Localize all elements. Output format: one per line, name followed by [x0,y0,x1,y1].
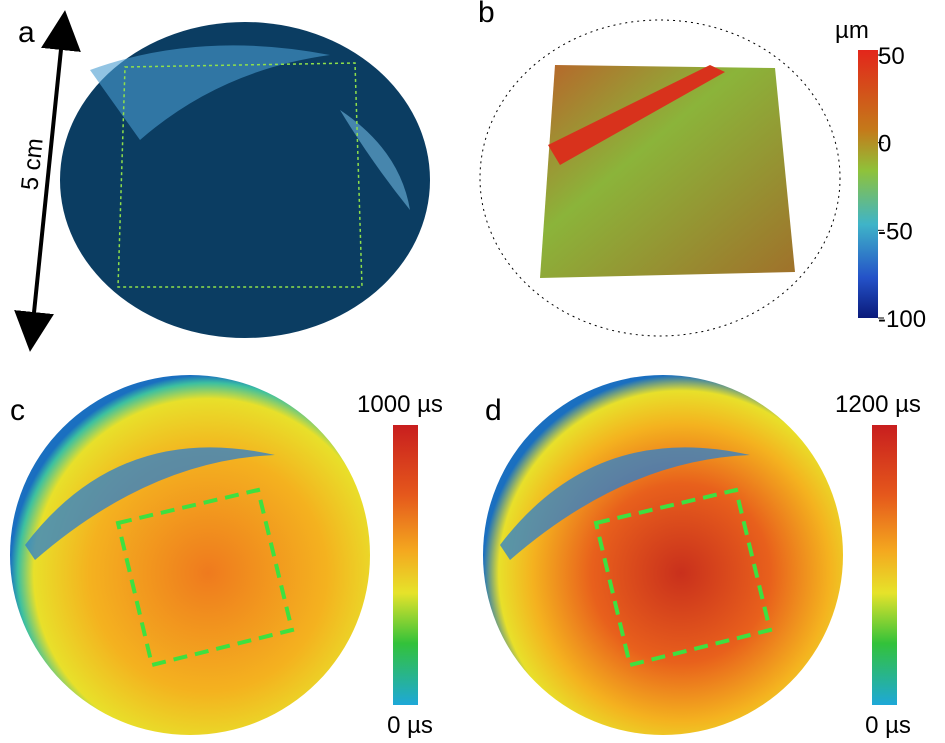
colorbar [858,50,878,318]
lifetime-map [10,375,370,735]
panel-d: d 1200 µs 0 µs [483,375,921,739]
panel-b: b µm [478,0,878,336]
panel-label: a [18,16,35,49]
colorbar-tick-label: -50 [878,218,913,245]
colorbar-tick-label: -100 [878,306,926,333]
figure: a 5 cm b µm c 1000 µs 0 µs d 1200 µs 0 µ… [0,0,945,743]
panel-a: a 5 cm [16,16,430,338]
panel-label: d [485,394,502,427]
colorbar-max: 1200 µs [835,391,921,418]
colorbar-min: 0 µs [387,712,433,739]
colorbar-unit: µm [835,17,869,44]
colorbar-max: 1000 µs [357,391,443,418]
colorbar [393,425,418,705]
lifetime-map [483,375,843,735]
colorbar-tick-label: 50 [878,43,905,70]
panel-c: c 1000 µs 0 µs [10,375,443,739]
scale-text: 5 cm [16,137,48,192]
colorbar-tick-label: 0 [878,131,891,158]
colorbar [872,425,897,705]
panel-label: c [10,394,25,427]
panel-label: b [478,0,495,29]
colorbar-min: 0 µs [865,712,911,739]
